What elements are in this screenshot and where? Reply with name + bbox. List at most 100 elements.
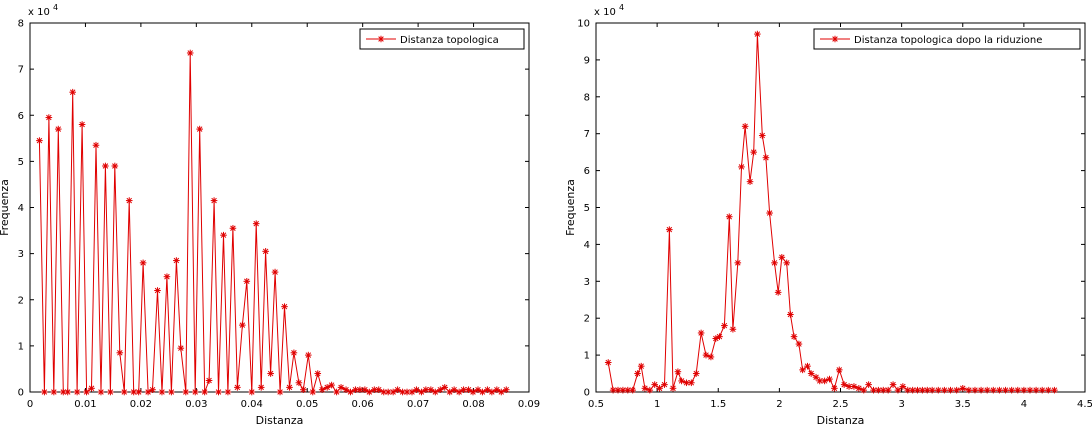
data-point (729, 325, 737, 333)
x-tick-label: 0.01 (74, 399, 96, 410)
data-point (257, 384, 265, 391)
data-point (276, 388, 284, 396)
data-point (92, 141, 100, 149)
y-tick-label: 1 (584, 351, 590, 362)
x-tick-label: 0.08 (462, 399, 484, 410)
data-point (666, 226, 673, 233)
data-point (935, 386, 942, 394)
data-point (328, 381, 335, 389)
data-point (1026, 386, 1034, 394)
data-point (120, 388, 128, 396)
data-point (45, 114, 53, 121)
x-tick-label: 1.5 (710, 399, 726, 410)
data-point (318, 386, 326, 393)
data-point (271, 268, 279, 276)
y-tick-label: 3 (18, 249, 24, 260)
x-tick-label: 3.5 (955, 399, 971, 410)
data-point (965, 386, 973, 394)
data-point (431, 388, 439, 396)
x-tick-label: 0.07 (407, 399, 429, 410)
data-point (450, 386, 458, 393)
data-point (807, 370, 815, 377)
data-point (469, 388, 477, 396)
data-point (163, 273, 171, 280)
data-point (441, 384, 449, 391)
data-point (860, 386, 868, 394)
data-point (721, 322, 728, 329)
legend-marker (831, 35, 839, 43)
y-tick-label: 7 (18, 65, 24, 76)
data-point (309, 388, 317, 396)
data-point (609, 386, 617, 394)
data-point (646, 386, 654, 394)
data-point (502, 386, 510, 393)
x-tick-label: 0.5 (588, 399, 604, 410)
data-point (688, 379, 695, 387)
data-point (73, 388, 81, 396)
plot-area (29, 22, 530, 393)
data-point (295, 379, 303, 387)
data-point (1045, 386, 1052, 394)
x-tick-label: 2 (776, 399, 782, 410)
data-point (41, 388, 48, 396)
x-tick-label: 3 (898, 399, 904, 410)
data-point (899, 383, 907, 390)
data-point (97, 388, 105, 396)
data-point (333, 388, 340, 396)
data-point (267, 370, 274, 377)
data-point (787, 311, 794, 318)
data-point (135, 388, 142, 396)
data-point (177, 344, 185, 352)
data-point (697, 329, 705, 337)
data-point (229, 224, 237, 232)
data-point (347, 388, 354, 396)
data-point (634, 370, 641, 377)
data-point (947, 386, 954, 394)
data-point (771, 259, 778, 267)
data-point (281, 303, 288, 310)
data-point (750, 148, 758, 156)
y-tick-label: 3 (584, 277, 590, 288)
data-point (835, 366, 843, 374)
data-point (356, 386, 364, 393)
data-point (83, 388, 90, 396)
data-point (990, 386, 997, 394)
data-point (64, 388, 72, 396)
data-point (629, 386, 636, 394)
data-point (286, 384, 293, 391)
data-point (725, 213, 733, 221)
data-point (795, 340, 803, 348)
data-point (799, 366, 806, 374)
data-point (790, 333, 798, 340)
data-point (826, 375, 833, 383)
data-point (149, 386, 156, 393)
data-point (366, 388, 373, 396)
data-point (656, 385, 663, 392)
data-point (168, 388, 175, 396)
y-tick-label: 4 (18, 203, 24, 214)
data-point (215, 388, 222, 396)
data-point (762, 154, 770, 161)
data-point (305, 351, 312, 359)
left-chart: 0 0.01 0.02 0.03 0.04 0.05 0.06 0.07 0.08 0.09 0 1 2… (0, 3, 540, 427)
y-tick-label: 9 (584, 55, 590, 66)
data-point (239, 321, 246, 329)
data-point (125, 197, 133, 204)
data-point (107, 388, 114, 396)
legend: Distanza topologica dopo la riduzione (813, 28, 1081, 50)
legend-marker (377, 35, 385, 43)
data-point (875, 386, 882, 394)
data-point (497, 388, 505, 396)
data-point (661, 381, 668, 388)
data-point (746, 178, 754, 185)
data-point (614, 386, 622, 394)
y-tick-label: 2 (18, 295, 24, 306)
data-point (78, 121, 86, 128)
data-point (50, 388, 58, 396)
data-point (783, 259, 791, 267)
data-point (904, 386, 912, 394)
data-point (669, 385, 677, 392)
data-point (201, 388, 208, 396)
y-tick-label: 4 (584, 240, 590, 251)
